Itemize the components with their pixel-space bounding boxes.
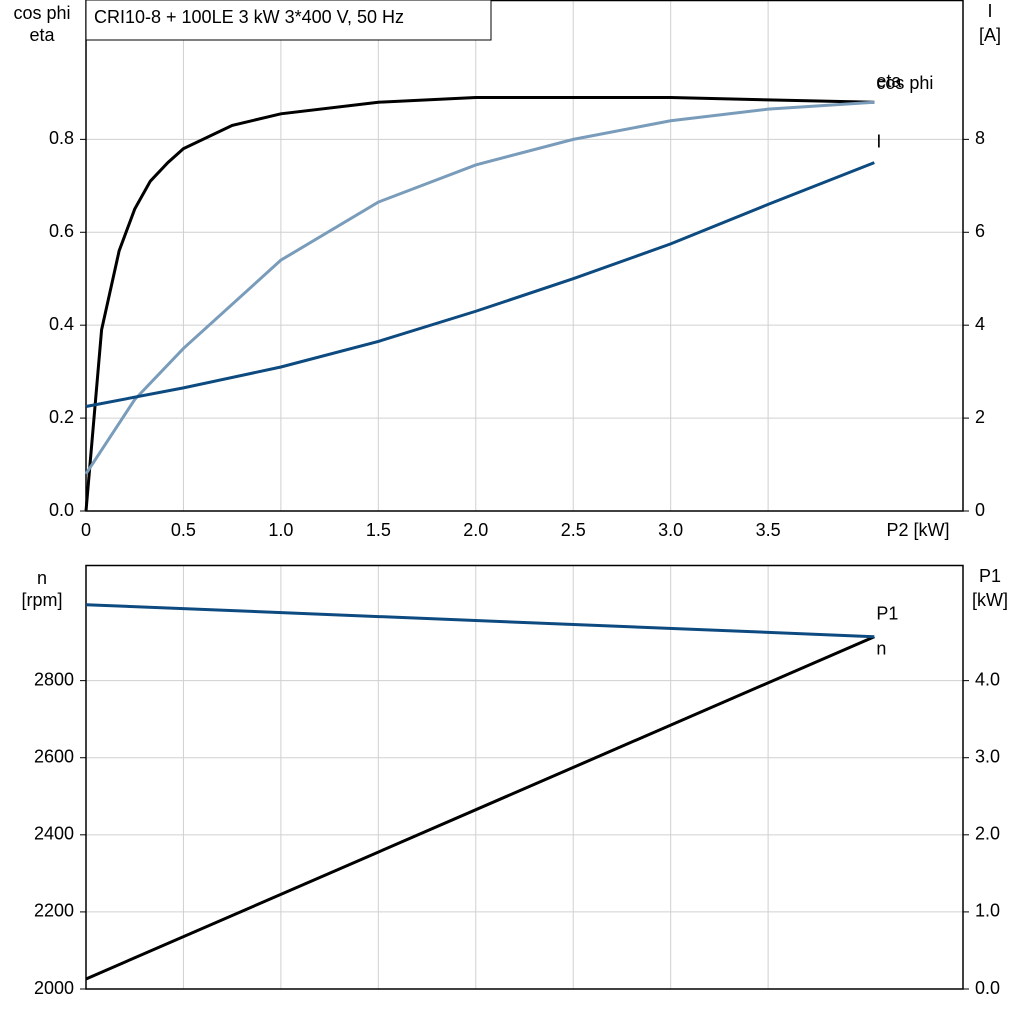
y2-axis-label: P1	[979, 566, 1001, 586]
series-label: n	[876, 638, 886, 658]
plot-frame	[85, 564, 964, 990]
y-tick-label: 2800	[34, 669, 74, 689]
title-box	[85, 0, 492, 41]
line-series	[85, 161, 875, 408]
series-label: eta	[876, 71, 902, 91]
y-tick-label: 2400	[34, 824, 74, 844]
x-axis-label: P2 [kW]	[886, 520, 949, 540]
x-tick-label: 2.5	[561, 520, 586, 540]
series-label: I	[876, 131, 881, 151]
y2-tick-label: 1.0	[975, 901, 1000, 921]
y-tick-label: 0.4	[49, 314, 74, 334]
y-axis-label: n	[37, 568, 47, 588]
y2-tick-label: 8	[975, 128, 985, 148]
y2-tick-label: 4	[975, 314, 985, 334]
y-tick-label: 2200	[34, 901, 74, 921]
x-tick-label: 3.0	[658, 520, 683, 540]
y2-tick-label: 0	[975, 500, 985, 520]
x-tick-label: 0	[81, 520, 91, 540]
plot-frame	[85, 0, 964, 512]
y2-tick-label: 2.0	[975, 824, 1000, 844]
x-tick-label: 1.5	[366, 520, 391, 540]
line-series	[85, 603, 875, 639]
y-axis-label: cos phi	[13, 3, 70, 23]
line-series	[84, 96, 875, 512]
line-series	[84, 100, 875, 475]
y2-axis-label: I	[987, 1, 992, 21]
x-tick-label: 1.0	[268, 520, 293, 540]
y-axis-label: [rpm]	[21, 590, 62, 610]
y-tick-label: 2600	[34, 746, 74, 766]
y-tick-label: 0.6	[49, 221, 74, 241]
y2-tick-label: 6	[975, 221, 985, 241]
x-tick-label: 0.5	[171, 520, 196, 540]
series-label: cos phi	[876, 73, 933, 93]
y2-tick-label: 0.0	[975, 978, 1000, 998]
y2-tick-label: 3.0	[975, 746, 1000, 766]
chart-title: CRI10-8 + 100LE 3 kW 3*400 V, 50 Hz	[94, 7, 404, 27]
y2-tick-label: 2	[975, 407, 985, 427]
y-axis-label: eta	[29, 25, 55, 45]
y2-tick-label: 4.0	[975, 669, 1000, 689]
y-tick-label: 0.0	[49, 500, 74, 520]
y-tick-label: 0.8	[49, 128, 74, 148]
y-tick-label: 0.2	[49, 407, 74, 427]
line-series	[85, 635, 875, 981]
y2-axis-label: [A]	[979, 25, 1001, 45]
y2-axis-label: [kW]	[972, 590, 1008, 610]
series-label: P1	[876, 603, 898, 623]
x-tick-label: 3.5	[756, 520, 781, 540]
x-tick-label: 2.0	[463, 520, 488, 540]
y-tick-label: 2000	[34, 978, 74, 998]
